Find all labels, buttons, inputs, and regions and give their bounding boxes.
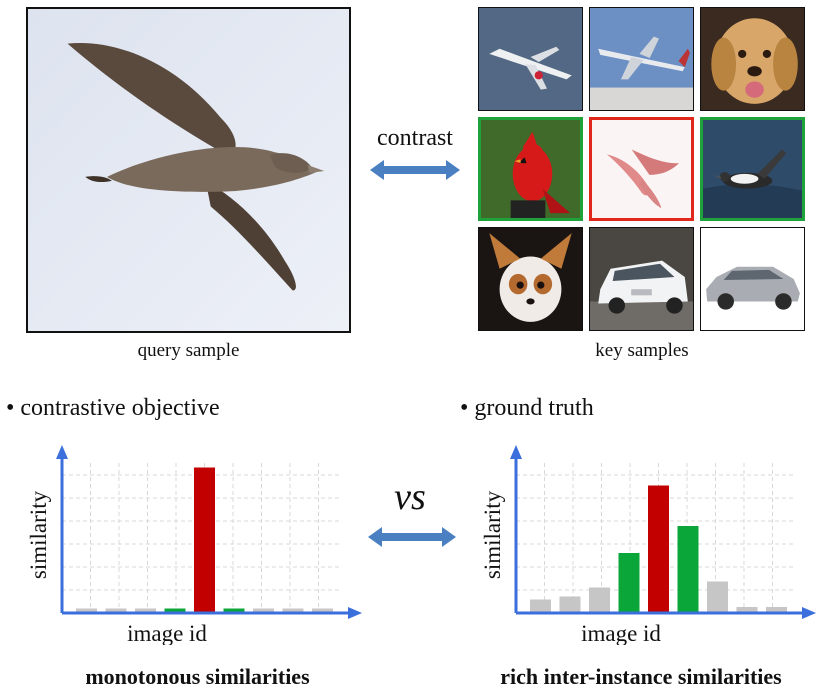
x-axis-arrow-icon <box>802 607 816 619</box>
key-tile-dog-golden <box>700 7 805 111</box>
key-tile-airplane-2 <box>589 7 694 111</box>
query-image <box>26 7 351 333</box>
dog-golden-image <box>701 8 804 110</box>
y-axis-label: similarity <box>26 490 51 579</box>
bar-8 <box>282 608 304 613</box>
right-panel-caption: rich inter-instance similarities <box>500 664 782 689</box>
key-tile-cardinal-bird <box>478 117 583 221</box>
vs-label: vs <box>394 476 426 518</box>
albatross-illustration <box>28 9 349 331</box>
albatross-positive-image <box>592 120 691 218</box>
key-tile-chihuahua-dog <box>478 227 583 331</box>
key-caption: key samples <box>595 340 689 361</box>
bar-3 <box>135 608 156 613</box>
x-axis-arrow-icon <box>348 607 362 619</box>
bar-7 <box>253 608 274 613</box>
key-tile-silver-car <box>700 227 805 331</box>
white-car-image <box>590 228 693 330</box>
contrast-arrow-icon <box>370 160 460 180</box>
key-tile-airplane-1 <box>478 7 583 111</box>
x-axis-label: image id <box>581 621 661 645</box>
airplane-2-image <box>590 8 693 110</box>
bar-9 <box>766 607 787 613</box>
bar-4 <box>618 553 640 613</box>
bar-6 <box>223 608 245 613</box>
silver-car-image <box>701 228 804 330</box>
y-axis-arrow-icon <box>510 445 522 459</box>
bar-5 <box>648 485 669 613</box>
bar-3 <box>589 587 610 613</box>
bar-5 <box>194 467 215 613</box>
bar-2 <box>559 596 581 613</box>
right-bullet-label: • ground truth <box>460 395 594 421</box>
key-tile-white-car <box>589 227 694 331</box>
bar-8 <box>736 607 758 613</box>
key-tile-bird-water <box>700 117 805 221</box>
bar-7 <box>707 581 728 613</box>
key-tile-albatross-positive <box>589 117 694 221</box>
left-similarity-chart: image id similarity <box>26 445 362 645</box>
contrast-label: contrast <box>377 125 453 151</box>
bar-9 <box>312 608 333 613</box>
chihuahua-dog-image <box>479 228 582 330</box>
bar-1 <box>76 608 97 613</box>
bar-4 <box>164 608 186 613</box>
bar-1 <box>530 599 551 613</box>
airplane-1-image <box>479 8 582 110</box>
vs-arrow-icon <box>368 527 456 547</box>
bird-water-image <box>703 120 802 218</box>
y-axis-arrow-icon <box>56 445 68 459</box>
left-panel-caption: monotonous similarities <box>85 664 310 689</box>
bar-2 <box>105 608 127 613</box>
x-axis-label: image id <box>127 621 207 645</box>
y-axis-label: similarity <box>480 490 505 579</box>
query-caption: query sample <box>137 340 240 361</box>
bar-6 <box>677 526 699 613</box>
cardinal-bird-image <box>481 120 580 218</box>
left-bullet-label: • contrastive objective <box>6 395 220 421</box>
right-similarity-chart: image id similarity <box>480 445 816 645</box>
